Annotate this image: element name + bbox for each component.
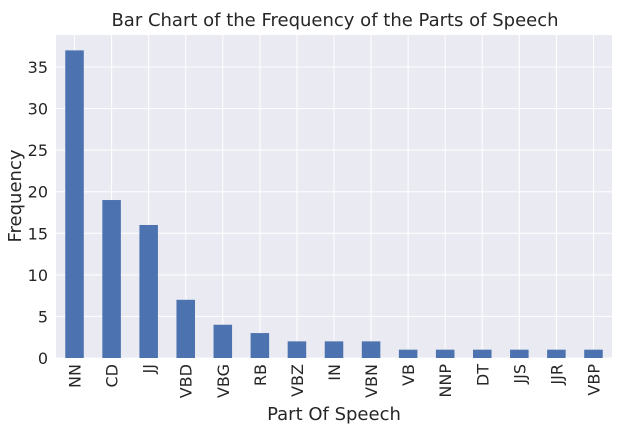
y-tick-label: 30 (28, 100, 48, 119)
bar-jjr (547, 349, 566, 358)
chart-title: Bar Chart of the Frequency of the Parts … (111, 10, 558, 31)
bar-in (324, 341, 344, 358)
y-tick-label: 10 (28, 266, 48, 285)
y-tick-label: 20 (28, 183, 48, 202)
bar-cd (102, 200, 121, 358)
x-tick-label: CD (103, 364, 122, 388)
x-tick-label: DT (473, 364, 492, 386)
x-tick-label: JJ (140, 364, 159, 374)
bar-nn (65, 50, 84, 358)
x-tick-label: JJS (510, 364, 529, 385)
bar-rb (250, 333, 270, 358)
bar-dt (473, 349, 492, 358)
y-tick-label: 25 (28, 141, 48, 160)
bar-vbp (584, 349, 603, 358)
y-axis-label: Frequency (5, 149, 26, 242)
x-tick-label: JJR (547, 364, 566, 386)
y-tick-label: 15 (28, 224, 48, 243)
bar-jj (139, 224, 158, 358)
x-tick-label: IN (325, 364, 344, 381)
y-axis-ticks: 0 5 10 15 20 25 30 35 (28, 58, 48, 368)
x-tick-label: RB (251, 364, 270, 386)
x-tick-label: NNP (436, 364, 455, 398)
x-tick-label: VB (399, 364, 418, 386)
y-tick-label: 0 (38, 349, 48, 368)
bar-vb (398, 349, 418, 358)
x-tick-label: VBZ (288, 364, 307, 397)
x-tick-label: VBG (214, 364, 233, 398)
x-tick-label: VBP (584, 364, 603, 396)
y-tick-label: 35 (28, 58, 48, 77)
x-axis-ticks: NN CD JJ VBD VBG RB VBZ IN VBN VB NNP DT JJS JJR VBP (66, 364, 604, 399)
y-tick-label: 5 (38, 307, 48, 326)
x-tick-label: VBD (177, 364, 196, 398)
x-tick-label: VBN (362, 364, 381, 398)
bar-vbd (176, 299, 195, 358)
bar-vbz (287, 341, 307, 358)
bars (65, 50, 603, 358)
bar-vbn (361, 341, 381, 358)
x-axis-label: Part Of Speech (267, 404, 401, 425)
x-tick-label: NN (66, 364, 85, 388)
bar-nnp (435, 349, 455, 358)
bar-vbg (213, 324, 233, 358)
bar-jjs (510, 349, 529, 358)
